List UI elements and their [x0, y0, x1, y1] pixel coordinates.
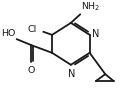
Text: NH$_2$: NH$_2$ — [81, 1, 101, 13]
Text: Cl: Cl — [27, 25, 36, 34]
Text: N: N — [92, 29, 100, 39]
Text: HO: HO — [1, 29, 16, 38]
Text: O: O — [28, 66, 35, 75]
Text: N: N — [68, 69, 75, 79]
